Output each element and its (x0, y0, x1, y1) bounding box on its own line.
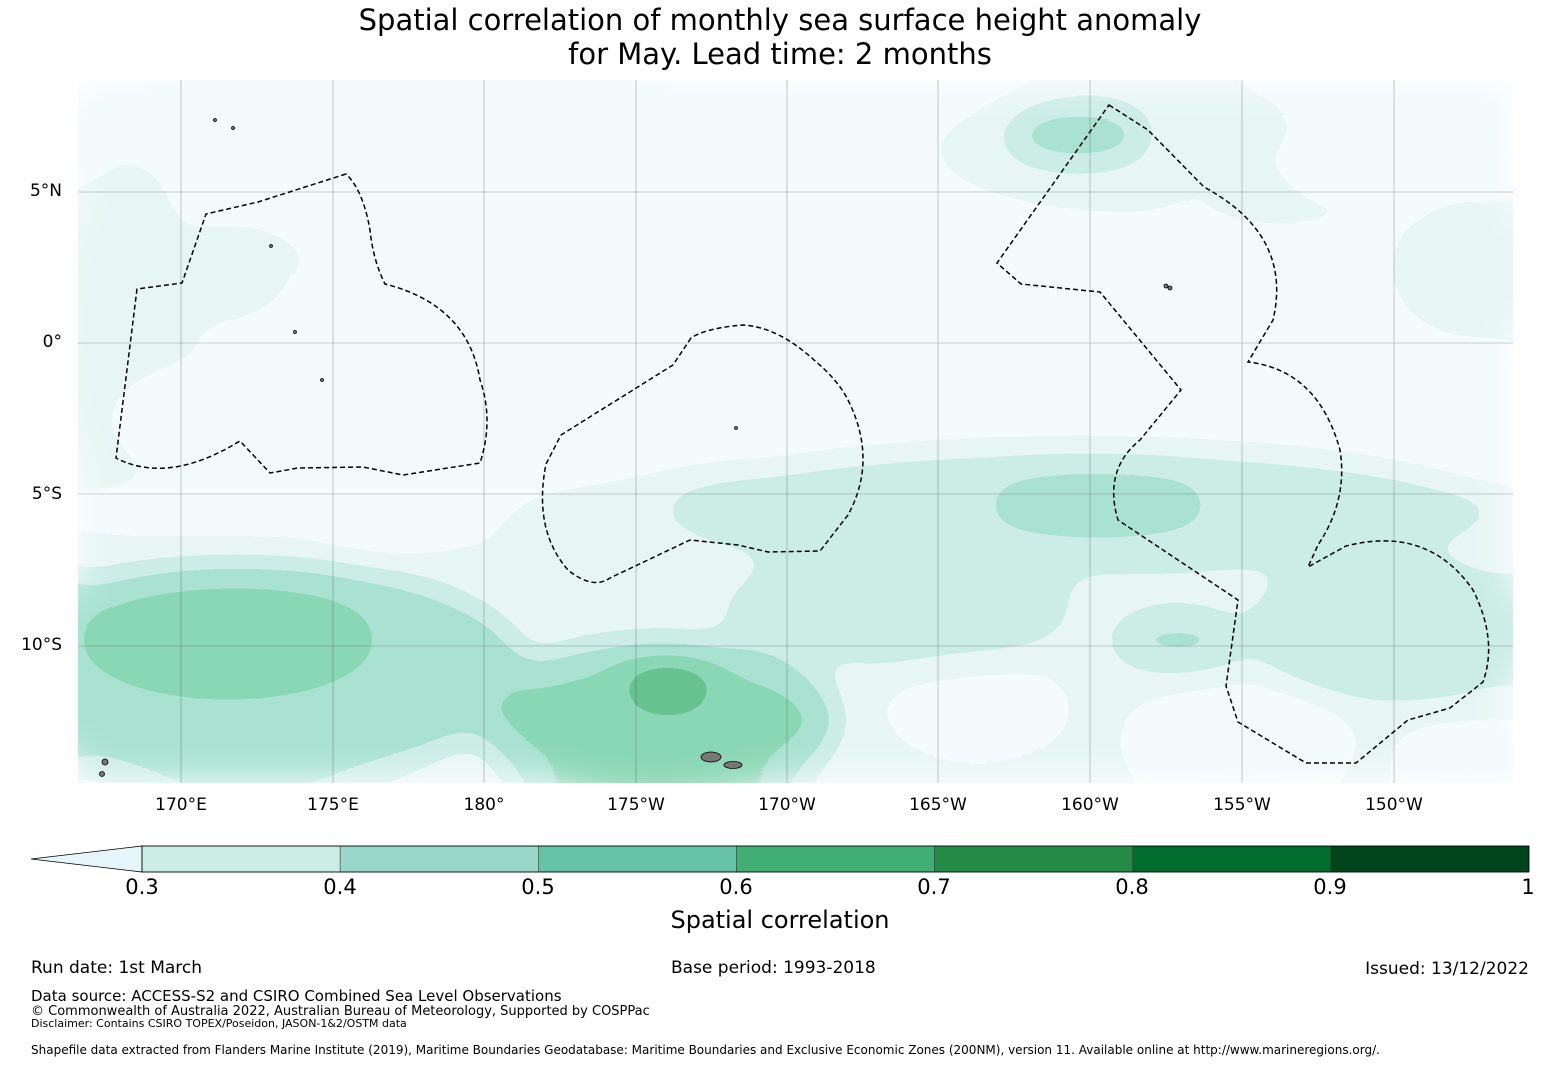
data-source: Data source: ACCESS-S2 and CSIRO Combine… (31, 987, 562, 1005)
lat-label-0: 0° (42, 332, 62, 352)
lat-label-10s: 10°S (21, 635, 62, 655)
lon-label-160w: 160°W (1061, 795, 1119, 815)
colorbar-band-0 (141, 845, 341, 873)
colorbar-tick-0-4: 0.4 (323, 875, 357, 899)
lon-label-170w: 170°W (758, 795, 816, 815)
run-date: Run date: 1st March (31, 958, 203, 978)
colorbar-tick-1: 1 (1521, 875, 1535, 899)
colorbar-tick-0-5: 0.5 (521, 875, 555, 899)
lon-label-175e: 175°E (307, 795, 359, 815)
eez-kiribati-gilbert (115, 173, 488, 476)
colorbar-tick-0-7: 0.7 (917, 875, 951, 899)
colorbar-bands (141, 845, 1530, 873)
lat-label-5s: 5°S (31, 484, 62, 504)
colorbar-band-1 (339, 845, 539, 873)
lon-label-155w: 155°W (1213, 795, 1271, 815)
base-period: Base period: 1993-2018 (671, 958, 876, 978)
graticule (78, 80, 1513, 783)
colorbar-band-6 (1330, 845, 1530, 873)
colorbar-band-3 (736, 845, 935, 873)
lat-label-5n: 5°N (29, 181, 62, 201)
eez-tokelau (541, 324, 864, 584)
colorbar-band-5 (1132, 845, 1332, 873)
colorbar-tick-0-8: 0.8 (1115, 875, 1149, 899)
colorbar-tick-0-9: 0.9 (1313, 875, 1347, 899)
disclaimer: Disclaimer: Contains CSIRO TOPEX/Poseido… (31, 1017, 407, 1030)
lon-label-175w: 175°W (607, 795, 665, 815)
chart-title-line2: for May. Lead time: 2 months (568, 37, 992, 71)
shapefile-credit: Shapefile data extracted from Flanders M… (31, 1043, 1380, 1057)
colorbar-tick-0-3: 0.3 (125, 875, 159, 899)
colorbar (30, 845, 1530, 873)
lon-label-170e: 170°E (155, 795, 207, 815)
colorbar-label: Spatial correlation (670, 906, 890, 934)
eez-boundaries (115, 103, 1490, 764)
chart-title-line1: Spatial correlation of monthly sea surfa… (358, 3, 1202, 37)
colorbar-extend-triangle (30, 845, 143, 873)
lon-label-165w: 165°W (909, 795, 967, 815)
colorbar-band-4 (934, 845, 1133, 873)
correlation-field (78, 80, 1513, 783)
correlation-map (78, 80, 1513, 783)
lon-label-150w: 150°W (1365, 795, 1423, 815)
islands (99, 118, 1173, 777)
eez-kiribati-line (995, 103, 1490, 764)
colorbar-band-2 (538, 845, 737, 873)
colorbar-tick-0-6: 0.6 (719, 875, 753, 899)
issued-date: Issued: 13/12/2022 (1365, 959, 1529, 979)
samoa-islands (700, 751, 722, 763)
lon-label-180: 180° (463, 795, 505, 815)
copyright: © Commonwealth of Australia 2022, Austra… (31, 1004, 650, 1019)
